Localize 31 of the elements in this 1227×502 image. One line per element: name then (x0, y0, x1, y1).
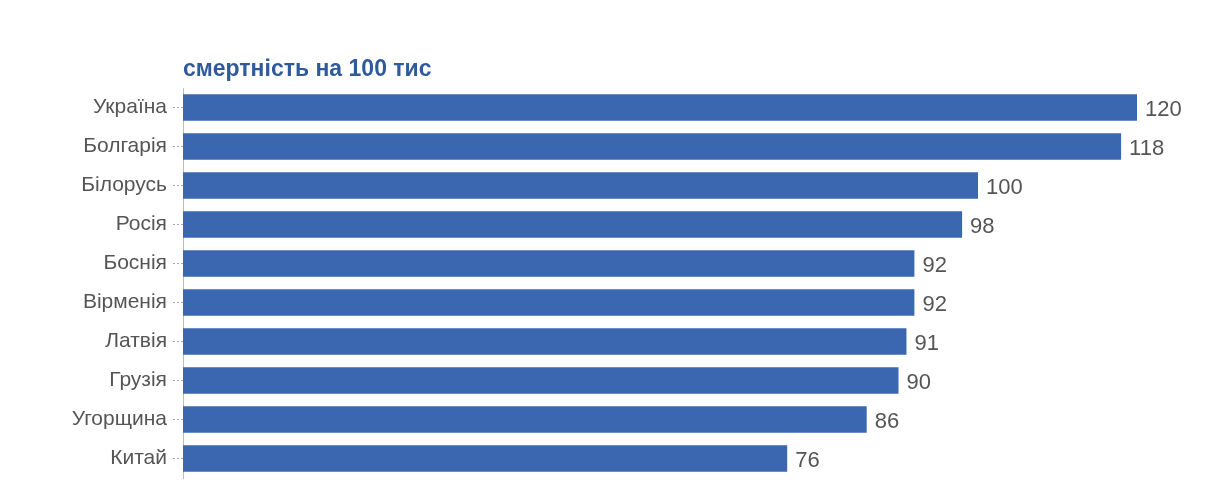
bar (183, 250, 915, 277)
bar (183, 94, 1137, 121)
bar (183, 406, 867, 433)
bar (183, 445, 788, 472)
y-tick-label: Вірменія (82, 289, 167, 313)
data-label: 76 (795, 446, 820, 472)
data-label: 92 (922, 251, 947, 277)
data-label: 91 (914, 329, 939, 355)
y-tick-label: Угорщина (71, 406, 168, 430)
y-tick-label: Грузія (109, 367, 167, 391)
data-label: 90 (906, 368, 931, 394)
bar (183, 328, 907, 355)
data-label: 118 (1129, 134, 1165, 160)
data-label: 100 (986, 173, 1023, 199)
chart-title: смертність на 100 тис (183, 55, 432, 81)
y-tick-label: Боснія (103, 250, 167, 274)
bar (183, 211, 963, 238)
y-tick-label: Китай (110, 445, 167, 469)
data-label: 86 (874, 407, 900, 433)
bar (183, 172, 978, 199)
y-tick-label: Білорусь (81, 172, 168, 196)
data-label: 120 (1145, 95, 1182, 121)
bar (183, 133, 1122, 160)
y-tick-label: Латвія (105, 328, 167, 352)
data-label: 98 (970, 212, 995, 238)
bar (183, 367, 899, 394)
y-tick-label: Болгарія (83, 133, 167, 157)
bar (183, 289, 915, 316)
y-tick-label: Росія (115, 211, 167, 235)
y-tick-label: Україна (92, 94, 168, 118)
data-label: 92 (922, 290, 947, 316)
